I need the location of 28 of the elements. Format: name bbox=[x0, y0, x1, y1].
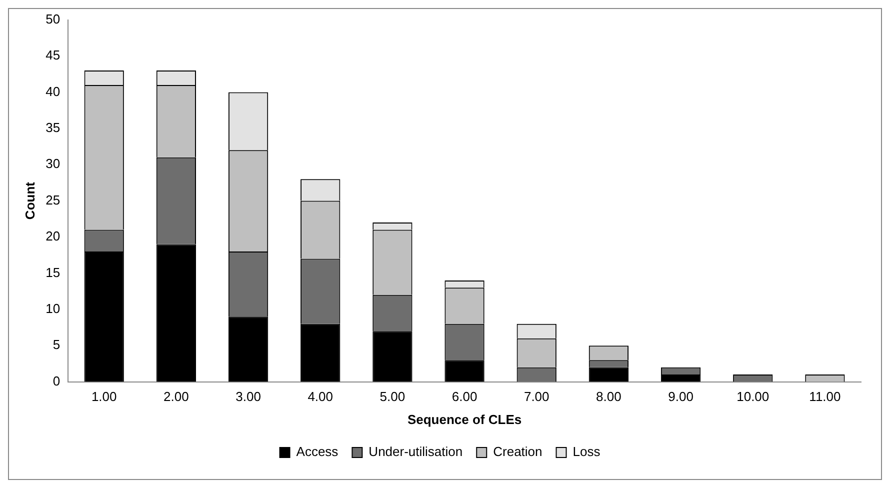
x-tick-label: 10.00 bbox=[736, 389, 770, 404]
x-tick-label: 3.00 bbox=[236, 389, 261, 404]
y-tick-label: 40 bbox=[46, 84, 60, 99]
legend-label: Access bbox=[296, 444, 339, 460]
x-tick-label: 8.00 bbox=[596, 389, 622, 404]
x-tick-label: 11.00 bbox=[809, 389, 841, 404]
y-tick-label: 25 bbox=[46, 192, 60, 208]
legend-label: Loss bbox=[572, 444, 601, 460]
y-tick-label: 30 bbox=[46, 156, 60, 172]
x-tick-label: 7.00 bbox=[524, 389, 550, 404]
x-tick-label: 1.00 bbox=[91, 389, 117, 404]
x-tick-label: 4.00 bbox=[308, 389, 334, 404]
y-axis-title: Count bbox=[22, 181, 38, 220]
x-axis-title: Sequence of CLEs bbox=[407, 412, 522, 427]
x-tick-label: 5.00 bbox=[380, 389, 406, 404]
x-tick-label: 9.00 bbox=[668, 389, 694, 404]
y-tick-label: 20 bbox=[46, 228, 60, 244]
legend-label: Under-utilisation bbox=[368, 444, 463, 460]
y-tick-label: 15 bbox=[46, 264, 60, 280]
y-tick-label: 35 bbox=[46, 120, 60, 135]
y-tick-label: 5 bbox=[52, 337, 60, 352]
y-tick-label: 45 bbox=[46, 48, 60, 63]
x-tick-label: 2.00 bbox=[164, 389, 189, 404]
y-tick-label: 50 bbox=[46, 11, 60, 26]
y-tick-label: 10 bbox=[46, 300, 60, 316]
x-tick-label: 6.00 bbox=[452, 389, 478, 404]
y-tick-label: 0 bbox=[52, 373, 60, 388]
legend-label: Creation bbox=[493, 444, 542, 460]
